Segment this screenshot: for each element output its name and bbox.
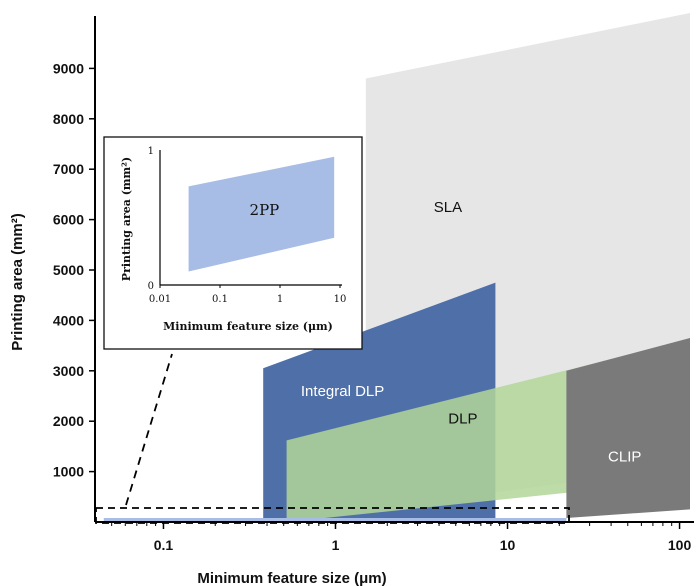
y-tick-label: 3000 xyxy=(53,363,84,379)
inset-y-axis-title: Printing area (mm²) xyxy=(120,157,133,281)
region-clip xyxy=(566,338,690,518)
inset-2pp-zoom: 2PP 0.01 0.1 1 10 0 1 Printing area (mm²) Min… xyxy=(103,136,363,350)
technology-regions xyxy=(103,13,690,522)
axes xyxy=(89,16,694,529)
2pp-highlight-box xyxy=(95,507,570,524)
region-dlp xyxy=(286,355,625,522)
y-tick-label: 8000 xyxy=(53,111,84,127)
inset-callout-line xyxy=(125,353,173,506)
y-tick-label: 2000 xyxy=(53,413,84,429)
inset-region-label: 2PP xyxy=(250,201,280,219)
inset-x-tick-label: 0.1 xyxy=(212,294,228,305)
region-label-integral-dlp: Integral DLP xyxy=(301,383,384,400)
x-tick-label: 0.1 xyxy=(154,537,174,553)
x-tick-label: 1 xyxy=(332,537,340,553)
y-tick-label: 7000 xyxy=(53,161,84,177)
y-tick-label: 5000 xyxy=(53,262,84,278)
inset-y-tick-label: 0 xyxy=(148,281,154,292)
inset-tick-labels: 0.01 0.1 1 10 0 1 xyxy=(148,146,347,305)
x-tick-label: 10 xyxy=(500,537,516,553)
x-tick-labels: 0.1 1 10 100 xyxy=(154,537,692,553)
region-label-sla: SLA xyxy=(434,199,462,216)
inset-x-tick-label: 1 xyxy=(277,294,283,305)
region-label-clip: CLIP xyxy=(608,449,641,466)
y-tick-label: 1000 xyxy=(53,464,84,480)
inset-x-tick-label: 0.01 xyxy=(149,294,171,305)
inset-x-axis-title: Minimum feature size (μm) xyxy=(163,320,333,333)
x-axis-title: Minimum feature size (μm) xyxy=(197,570,386,586)
inset-x-tick-label: 10 xyxy=(334,294,347,305)
y-tick-label: 6000 xyxy=(53,212,84,228)
inset-y-tick-label: 1 xyxy=(148,146,154,157)
inset-region: 2PP xyxy=(188,156,335,272)
y-tick-labels: 1000 2000 3000 4000 5000 6000 7000 8000 9000 xyxy=(53,60,84,479)
region-label-dlp: DLP xyxy=(448,411,477,428)
region-labels: SLA Integral DLP DLP CLIP xyxy=(301,199,641,466)
inset-region-2pp xyxy=(188,156,335,272)
y-tick-label: 9000 xyxy=(53,60,84,76)
inset-axes xyxy=(159,150,342,288)
y-tick-label: 4000 xyxy=(53,312,84,328)
x-tick-label: 100 xyxy=(668,537,692,553)
y-axis-title: Printing area (mm²) xyxy=(9,213,26,351)
